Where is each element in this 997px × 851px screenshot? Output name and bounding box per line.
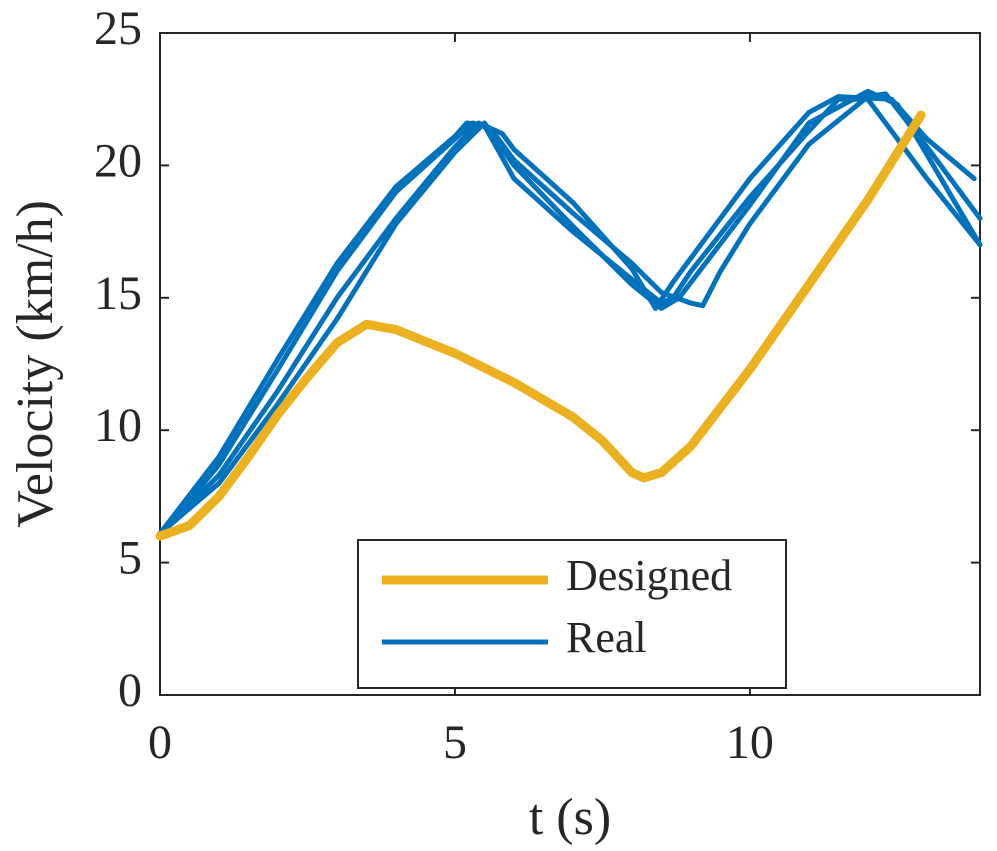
legend-label: Designed <box>566 551 732 600</box>
line <box>157 91 983 539</box>
y-axis-label: Velocity (km/h) <box>7 200 64 528</box>
legend-label: Real <box>566 613 647 662</box>
x-tick-label: 0 <box>148 716 172 769</box>
line <box>157 88 983 536</box>
x-tick-label: 10 <box>726 716 774 769</box>
line <box>155 110 926 541</box>
x-tick-label: 5 <box>443 716 467 769</box>
legend-box <box>357 539 787 689</box>
y-tick-label: 20 <box>94 134 142 187</box>
y-tick-label: 5 <box>118 532 142 585</box>
line <box>157 94 977 536</box>
y-tick-label: 0 <box>118 664 142 717</box>
x-axis-label: t (s) <box>529 789 611 846</box>
y-tick-label: 15 <box>94 267 142 320</box>
y-tick-label: 10 <box>94 399 142 452</box>
y-tick-label: 25 <box>94 2 142 55</box>
